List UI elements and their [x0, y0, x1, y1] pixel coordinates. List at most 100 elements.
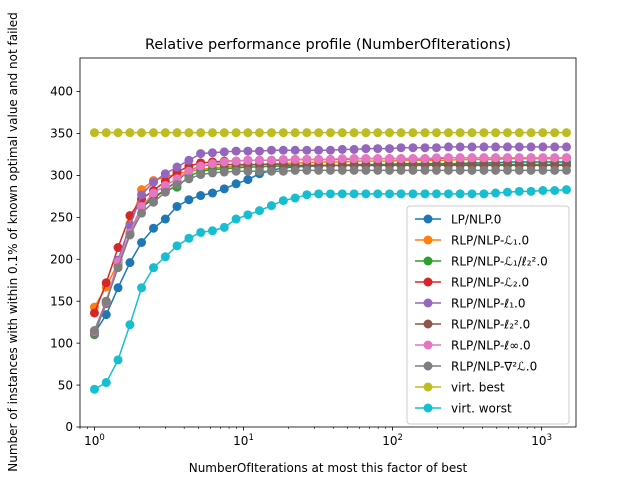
series-point: [290, 193, 300, 203]
y-tick-label: 350: [50, 127, 73, 141]
series-point: [502, 187, 512, 197]
legend-entry: RLP/NLP-∇²ℒ.0: [415, 360, 537, 374]
series-point: [396, 154, 406, 164]
series-point: [254, 128, 264, 138]
series-point: [396, 128, 406, 138]
legend-entry: RLP/NLP-ℓ₁.0: [415, 297, 525, 311]
series-point: [467, 142, 477, 152]
series-point: [89, 326, 99, 336]
legend-label: RLP/NLP-ℓ∞.0: [451, 339, 531, 353]
series-point: [491, 188, 501, 198]
series-point: [550, 142, 560, 152]
y-axis-label: Number of instances with within 0.1% of …: [6, 12, 20, 472]
series-point: [149, 223, 159, 233]
series-point: [349, 189, 359, 199]
series-point: [337, 165, 347, 175]
series-point: [89, 384, 99, 394]
series-point: [243, 210, 253, 220]
series-point: [302, 128, 312, 138]
series-4: [89, 142, 571, 338]
series-point: [325, 154, 335, 164]
series-point: [89, 128, 99, 138]
series-point: [125, 230, 135, 240]
series-point: [149, 188, 159, 198]
legend-entry: RLP/NLP-ℒ₁.0: [415, 234, 529, 248]
series-7: [89, 165, 571, 336]
series-point: [349, 165, 359, 175]
series-point: [349, 128, 359, 138]
series-point: [207, 128, 217, 138]
legend-label: RLP/NLP-ℒ₁/ℓ₂².0: [451, 255, 548, 269]
series-point: [160, 187, 170, 197]
series-point: [349, 144, 359, 154]
series-point: [325, 128, 335, 138]
series-point: [266, 145, 276, 155]
series-point: [219, 222, 229, 232]
series-point: [514, 153, 524, 163]
series-point: [385, 189, 395, 199]
series-point: [550, 186, 560, 195]
series-point: [101, 310, 111, 320]
series-point: [514, 165, 524, 175]
legend-label: RLP/NLP-ℓ₂².0: [451, 318, 530, 332]
series-point: [408, 165, 418, 175]
series-point: [314, 154, 324, 164]
series-point: [302, 165, 312, 175]
y-tick-label: 50: [58, 378, 73, 392]
series-point: [113, 263, 123, 273]
series-point: [431, 153, 441, 163]
series-point: [420, 128, 430, 138]
series-point: [231, 166, 241, 176]
series-point: [219, 147, 229, 157]
x-tick-label: 100: [84, 433, 105, 448]
y-tick-label: 400: [50, 85, 73, 99]
series-point: [278, 145, 288, 155]
series-point: [562, 185, 571, 195]
y-tick-label: 200: [50, 252, 73, 266]
legend-marker: [423, 214, 433, 224]
series-point: [219, 184, 229, 194]
series-point: [101, 278, 111, 288]
y-tick-label: 100: [50, 336, 73, 350]
series-point: [538, 128, 548, 138]
series-point: [184, 174, 194, 184]
series-point: [172, 128, 182, 138]
legend-box: [406, 205, 570, 425]
series-point: [431, 143, 441, 153]
series-point: [149, 263, 159, 273]
legend-label: virt. best: [451, 381, 505, 395]
series-point: [254, 166, 264, 176]
series-point: [526, 186, 536, 196]
series-point: [113, 128, 123, 138]
series-point: [562, 128, 571, 138]
series-point: [196, 170, 206, 180]
series-point: [467, 153, 477, 163]
series-point: [479, 153, 489, 163]
series-point: [408, 143, 418, 153]
series-point: [231, 146, 241, 156]
series-point: [337, 154, 347, 164]
series-point: [290, 145, 300, 155]
series-point: [149, 177, 159, 187]
series-point: [455, 165, 465, 175]
series-point: [302, 145, 312, 155]
series-point: [443, 128, 453, 138]
series-point: [325, 165, 335, 175]
x-axis-label: NumberOfIterations at most this factor o…: [189, 461, 468, 475]
series-point: [385, 128, 395, 138]
series-point: [373, 128, 383, 138]
series-point: [160, 180, 170, 190]
series-point: [408, 189, 418, 199]
legend-label: RLP/NLP-ℒ₂.0: [451, 276, 529, 290]
series-point: [479, 128, 489, 138]
series-point: [314, 165, 324, 175]
series-point: [207, 188, 217, 198]
series-point: [562, 165, 571, 175]
series-point: [526, 153, 536, 163]
legend-marker: [423, 235, 433, 245]
legend-marker: [423, 256, 433, 266]
series-point: [408, 128, 418, 138]
series-point: [278, 154, 288, 164]
series-point: [137, 190, 147, 200]
series-point: [184, 233, 194, 243]
